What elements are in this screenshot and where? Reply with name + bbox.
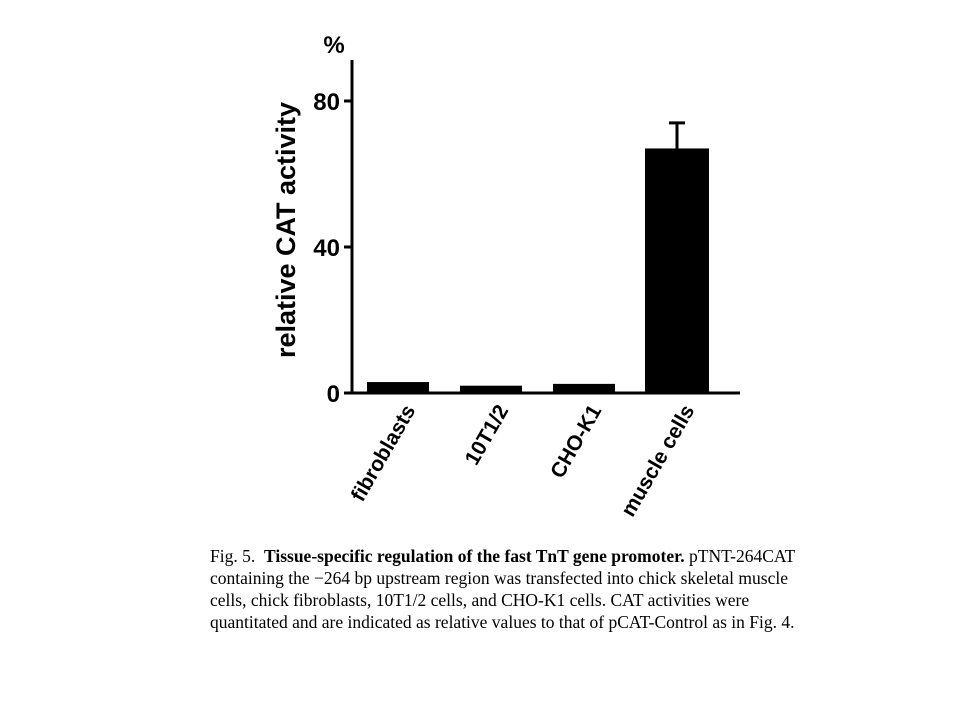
y-tick-label: 40 — [313, 235, 340, 262]
bar-muscle-cells — [645, 148, 709, 393]
bar-cho-k1 — [553, 383, 615, 393]
caption-figure-label: Fig. 5. — [210, 546, 256, 566]
bars — [367, 148, 709, 393]
error-bars — [669, 121, 685, 149]
y-axis-unit: % — [323, 32, 344, 59]
category-label: muscle cells — [617, 401, 699, 521]
category-label: CHO-K1 — [546, 401, 606, 482]
bar-fibroblasts — [367, 382, 429, 393]
caption-title: Tissue-specific regulation of the fast T… — [263, 546, 685, 566]
category-labels: fibroblasts 10T1/2 CHO-K1 muscle cells — [347, 401, 700, 521]
y-tick-label: 0 — [327, 381, 340, 408]
y-axis-label: relative CAT activity — [271, 102, 301, 358]
figure-caption: Fig. 5. Tissue-specific regulation of th… — [210, 545, 810, 633]
y-tick-label: 80 — [313, 89, 340, 116]
caption-body: pTNT-264CAT containing the −264 bp upstr… — [210, 546, 795, 632]
bar-10t1-2 — [460, 385, 522, 393]
y-ticks: 0 40 80 — [313, 89, 352, 408]
category-label: 10T1/2 — [461, 401, 514, 469]
category-label: fibroblasts — [347, 401, 421, 505]
